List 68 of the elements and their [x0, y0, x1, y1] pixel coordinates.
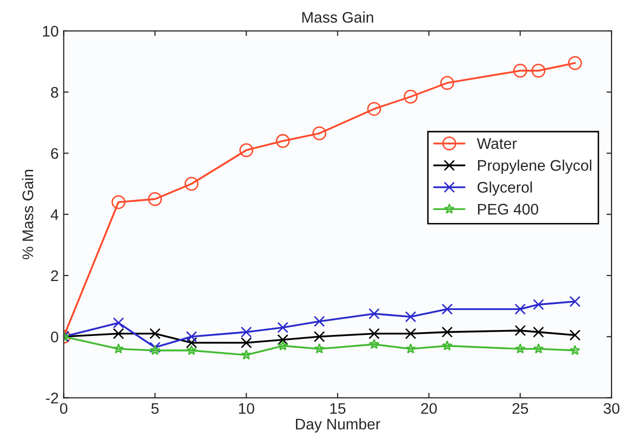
point	[569, 330, 581, 341]
point	[112, 328, 124, 340]
point	[514, 304, 526, 315]
point	[314, 316, 325, 327]
legend-label: Water	[476, 138, 517, 149]
x-tick-label: 10	[238, 403, 254, 414]
point	[312, 126, 326, 140]
y-tick-label: 6	[51, 148, 58, 159]
point	[568, 56, 582, 70]
point	[514, 343, 526, 354]
point	[569, 296, 581, 308]
y-tick-label: -2	[46, 392, 58, 404]
chart-title: Mass Gain	[302, 12, 374, 23]
point	[186, 337, 198, 348]
point	[368, 328, 380, 340]
point	[112, 317, 124, 328]
point	[239, 143, 254, 158]
point	[442, 326, 453, 338]
point	[149, 328, 161, 340]
point	[442, 304, 453, 315]
x-axis-title: Day Number	[296, 418, 380, 433]
y-tick-label: 2	[51, 270, 58, 282]
x-tick-label: 15	[330, 403, 346, 414]
point	[405, 328, 416, 340]
x-tick-label: 30	[604, 403, 620, 414]
point	[277, 322, 288, 334]
point	[367, 102, 382, 116]
point	[276, 134, 290, 148]
point	[514, 324, 526, 336]
y-tick-label: 8	[51, 86, 58, 98]
point	[368, 338, 380, 349]
point	[368, 308, 380, 320]
point	[405, 311, 416, 322]
point	[186, 344, 197, 356]
x-tick-label: 25	[512, 403, 528, 414]
point	[184, 176, 198, 191]
point	[186, 331, 198, 342]
point	[532, 299, 544, 310]
y-axis-title: % Mass Gain	[22, 170, 34, 260]
x-tick-label: 5	[151, 403, 159, 414]
point	[314, 331, 325, 342]
point	[277, 334, 288, 346]
point	[278, 340, 288, 350]
legend-label: Glycerol	[478, 182, 532, 196]
y-tick-label: 10	[43, 26, 58, 37]
point	[570, 344, 580, 356]
point	[112, 195, 126, 210]
point	[533, 343, 544, 354]
point	[113, 343, 124, 354]
point	[405, 343, 416, 354]
point	[442, 340, 452, 350]
point	[532, 64, 546, 78]
point	[150, 344, 160, 356]
legend-label: PEG 400	[478, 204, 538, 215]
point	[513, 64, 528, 78]
y-tick-label: 0	[50, 332, 58, 342]
legend-label: Propylene Glycol	[478, 160, 592, 174]
point	[440, 76, 454, 90]
point	[240, 337, 252, 348]
x-tick-label: 20	[421, 403, 437, 414]
point	[240, 326, 252, 338]
x-tick-label: 0	[60, 403, 68, 414]
point	[404, 90, 418, 104]
point	[532, 326, 544, 338]
y-tick-label: 4	[50, 209, 58, 220]
point	[148, 192, 162, 206]
point	[240, 349, 252, 360]
point	[314, 343, 325, 354]
